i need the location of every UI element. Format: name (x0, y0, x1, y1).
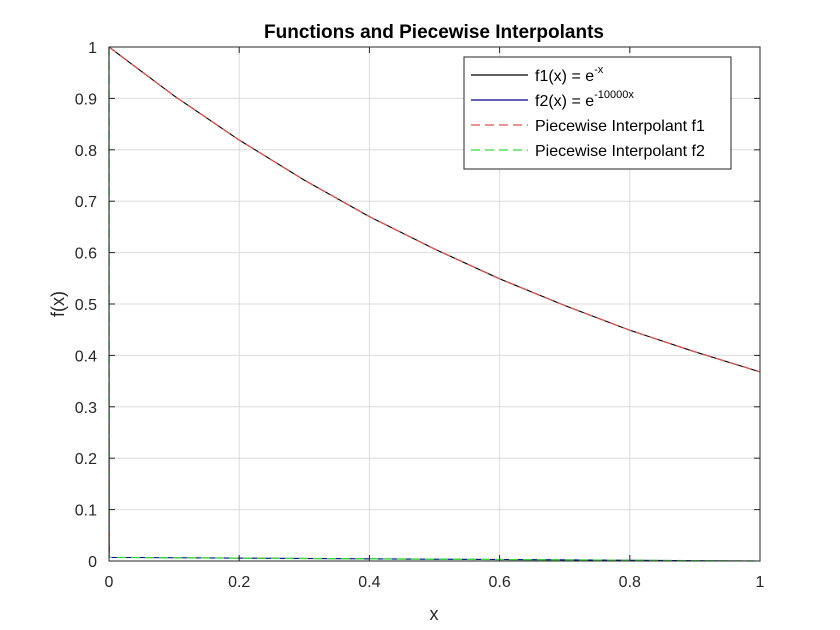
legend: f1(x) = e-x f2(x) = e-10000x Piecewise Int… (463, 56, 732, 170)
y-tick-label: 1 (88, 40, 97, 57)
x-axis-label: x (430, 604, 439, 624)
y-tick-label: 0.8 (75, 143, 97, 160)
legend-label-1: f1(x) = e-x (535, 64, 604, 85)
axis-ticks (108, 46, 761, 562)
legend-label-2: f2(x) = e-10000x (535, 89, 634, 110)
x-tick-labels: 0 0.2 0.4 0.6 0.8 1 (105, 574, 765, 591)
x-tick-label: 1 (756, 574, 765, 591)
y-tick-label: 0.9 (75, 91, 97, 108)
x-tick-label: 0.8 (619, 574, 641, 591)
y-tick-label: 0.1 (75, 503, 97, 520)
y-tick-label: 0.7 (75, 194, 97, 211)
y-tick-label: 0.3 (75, 400, 97, 417)
legend-label-4: Piecewise Interpolant f2 (535, 143, 705, 160)
y-tick-label: 0 (88, 554, 97, 571)
legend-box (463, 56, 732, 170)
y-axis-label: f(x) (48, 291, 68, 317)
legend-label-3: Piecewise Interpolant f1 (535, 118, 705, 135)
chart-title: Functions and Piecewise Interpolants (264, 22, 604, 43)
legend-entries: f1(x) = e-x f2(x) = e-10000x Piecewise Int… (471, 64, 705, 160)
y-tick-label: 0.6 (75, 246, 97, 263)
x-tick-label: 0.4 (358, 574, 380, 591)
x-tick-label: 0 (105, 574, 114, 591)
y-tick-label: 0.2 (75, 451, 97, 468)
y-tick-labels: 0 0.1 0.2 0.3 0.4 0.5 0.6 0.7 0.8 0.9 1 (75, 40, 97, 571)
x-tick-label: 0.2 (228, 574, 250, 591)
x-tick-label: 0.6 (488, 574, 510, 591)
y-tick-label: 0.5 (75, 297, 97, 314)
series-line-3 (108, 46, 761, 373)
y-tick-label: 0.4 (75, 348, 97, 365)
